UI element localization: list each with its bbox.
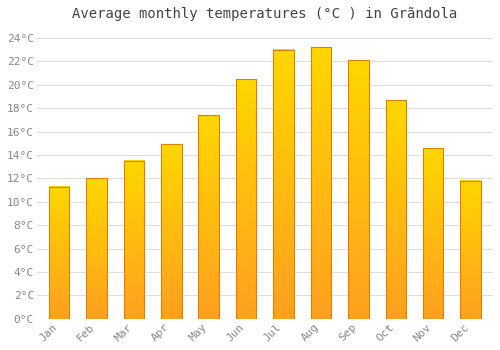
Bar xyxy=(124,161,144,319)
Bar xyxy=(49,187,70,319)
Bar xyxy=(310,47,332,319)
Bar xyxy=(198,115,219,319)
Bar xyxy=(423,148,444,319)
Bar xyxy=(86,178,107,319)
Bar xyxy=(386,100,406,319)
Bar xyxy=(460,181,481,319)
Bar xyxy=(236,79,256,319)
Bar xyxy=(274,50,294,319)
Bar xyxy=(348,60,368,319)
Title: Average monthly temperatures (°C ) in Grãndola: Average monthly temperatures (°C ) in Gr… xyxy=(72,7,458,21)
Bar xyxy=(161,145,182,319)
